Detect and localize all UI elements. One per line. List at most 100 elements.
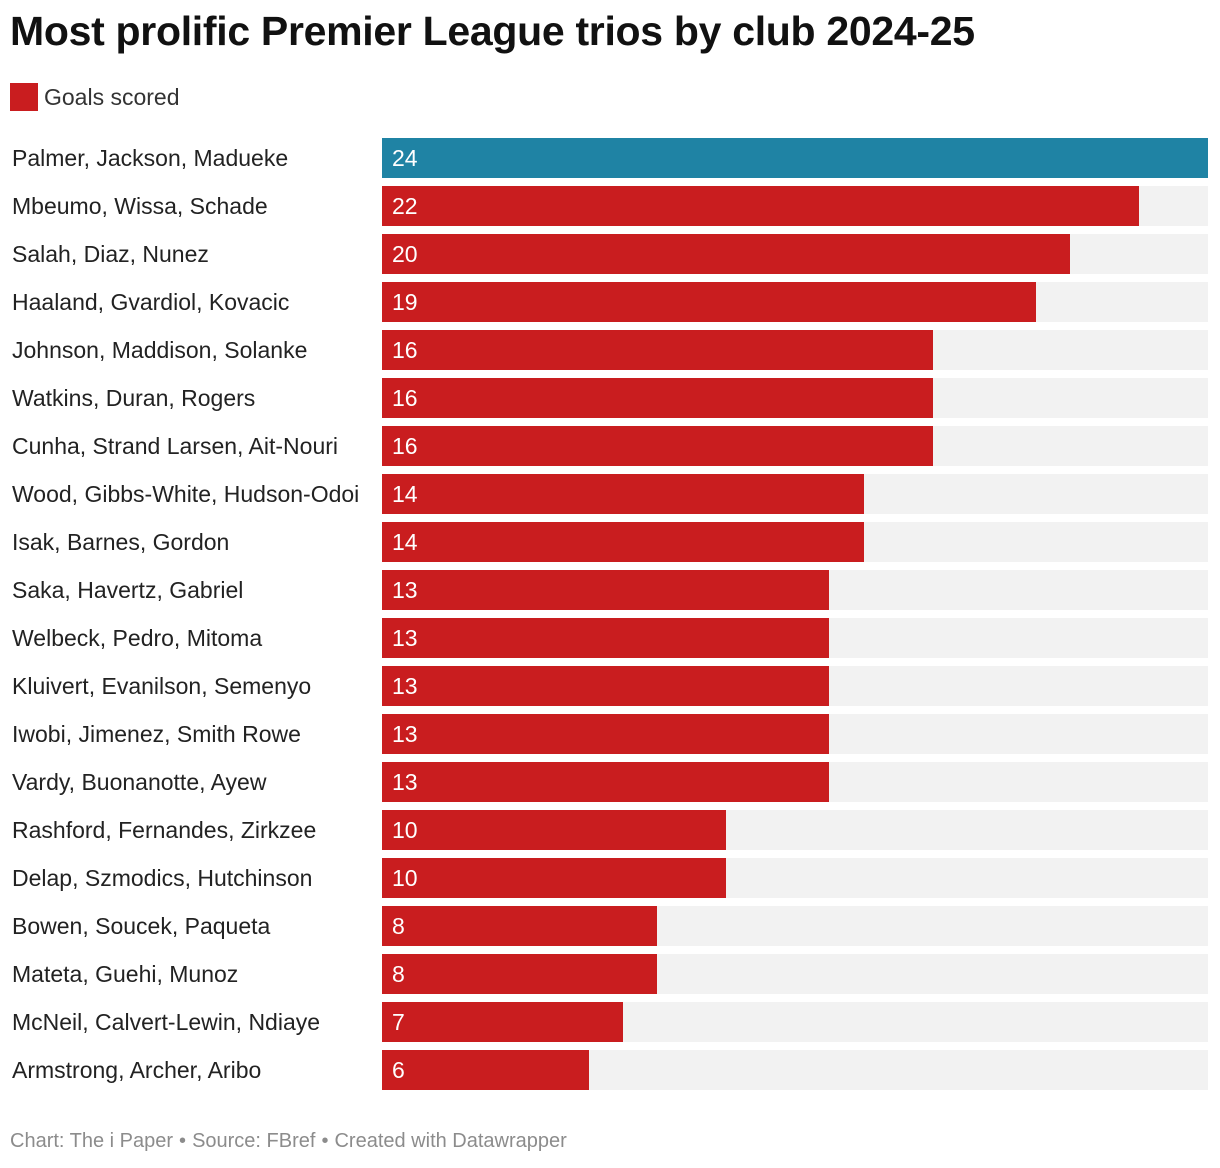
bar: 7 <box>382 1002 623 1042</box>
legend-swatch <box>10 83 38 111</box>
bar: 13 <box>382 714 830 754</box>
bar-value-label: 16 <box>392 433 418 459</box>
bar-track: 20 <box>382 234 1208 274</box>
bar-value-label: 10 <box>392 817 418 843</box>
category-label: Johnson, Maddison, Solanke <box>12 337 308 363</box>
category-label: Vardy, Buonanotte, Ayew <box>12 769 267 795</box>
bar: 8 <box>382 954 658 994</box>
bar-row: Wood, Gibbs-White, Hudson-Odoi 14 <box>0 474 1220 514</box>
bar: 6 <box>382 1050 589 1090</box>
bar-track: 13 <box>382 666 1208 706</box>
category-label: McNeil, Calvert-Lewin, Ndiaye <box>12 1009 321 1035</box>
footer-tool: Created with Datawrapper <box>334 1130 567 1152</box>
bar-track: 16 <box>382 426 1208 466</box>
bar-row: Armstrong, Archer, Aribo 6 <box>0 1050 1220 1090</box>
bar-track: 24 <box>382 138 1208 178</box>
bar-value-label: 7 <box>392 1009 405 1035</box>
bar-track: 16 <box>382 330 1208 370</box>
bar-track: 7 <box>382 1002 1208 1042</box>
bar-row: Vardy, Buonanotte, Ayew 13 <box>0 762 1220 802</box>
bar: 24 <box>382 138 1208 178</box>
bar-track: 8 <box>382 906 1208 946</box>
bar-value-label: 13 <box>392 673 418 699</box>
bar-row: Mbeumo, Wissa, Schade 22 <box>0 186 1220 226</box>
footer-separator: • <box>179 1130 187 1152</box>
legend: Goals scored <box>10 83 180 111</box>
bar: 22 <box>382 186 1140 226</box>
bar-track: 19 <box>382 282 1208 322</box>
category-label: Saka, Havertz, Gabriel <box>12 577 244 603</box>
bar-value-label: 8 <box>392 913 405 939</box>
category-label: Delap, Szmodics, Hutchinson <box>12 865 313 891</box>
bar-value-label: 6 <box>392 1057 405 1083</box>
bar-track: 13 <box>382 570 1208 610</box>
category-label: Wood, Gibbs-White, Hudson-Odoi <box>12 481 360 507</box>
bar-value-label: 13 <box>392 577 418 603</box>
bar-row: Saka, Havertz, Gabriel 13 <box>0 570 1220 610</box>
bar: 13 <box>382 666 830 706</box>
bar-row: Johnson, Maddison, Solanke 16 <box>0 330 1220 370</box>
bar-row: McNeil, Calvert-Lewin, Ndiaye 7 <box>0 1002 1220 1042</box>
bar-value-label: 8 <box>392 961 405 987</box>
category-label: Kluivert, Evanilson, Semenyo <box>12 673 312 699</box>
bar-value-label: 13 <box>392 625 418 651</box>
bar-track: 14 <box>382 474 1208 514</box>
category-label: Watkins, Duran, Rogers <box>12 385 256 411</box>
bar: 14 <box>382 474 864 514</box>
chart-footer: Chart: The i Paper • Source: FBref • Created… <box>10 1130 567 1153</box>
bar-track: 6 <box>382 1050 1208 1090</box>
bar-row: Welbeck, Pedro, Mitoma 13 <box>0 618 1220 658</box>
chart-title: Most prolific Premier League trios by cl… <box>10 8 975 54</box>
bar-row: Salah, Diaz, Nunez 20 <box>0 234 1220 274</box>
bar-track: 10 <box>382 858 1208 898</box>
bar-value-label: 20 <box>392 241 418 267</box>
category-label: Mateta, Guehi, Munoz <box>12 961 239 987</box>
bar: 13 <box>382 618 830 658</box>
bar-track: 22 <box>382 186 1208 226</box>
bar-value-label: 22 <box>392 193 418 219</box>
bar: 16 <box>382 426 933 466</box>
bar-row: Haaland, Gvardiol, Kovacic 19 <box>0 282 1220 322</box>
bar-track: 13 <box>382 762 1208 802</box>
bar: 13 <box>382 570 830 610</box>
bar-value-label: 19 <box>392 289 418 315</box>
category-label: Rashford, Fernandes, Zirkzee <box>12 817 317 843</box>
bar-value-label: 24 <box>392 145 418 171</box>
bar: 19 <box>382 282 1036 322</box>
category-label: Haaland, Gvardiol, Kovacic <box>12 289 290 315</box>
bar-value-label: 14 <box>392 529 418 555</box>
bar-value-label: 13 <box>392 721 418 747</box>
bar-row: Rashford, Fernandes, Zirkzee 10 <box>0 810 1220 850</box>
bar-row: Isak, Barnes, Gordon 14 <box>0 522 1220 562</box>
category-label: Isak, Barnes, Gordon <box>12 529 230 555</box>
bar-row: Cunha, Strand Larsen, Ait-Nouri 16 <box>0 426 1220 466</box>
bar: 16 <box>382 330 933 370</box>
category-label: Palmer, Jackson, Madueke <box>12 145 289 171</box>
bar-value-label: 16 <box>392 337 418 363</box>
category-label: Welbeck, Pedro, Mitoma <box>12 625 263 651</box>
bar-row: Kluivert, Evanilson, Semenyo 13 <box>0 666 1220 706</box>
bar: 13 <box>382 762 830 802</box>
bar: 16 <box>382 378 933 418</box>
bar-track: 13 <box>382 618 1208 658</box>
bar-track: 13 <box>382 714 1208 754</box>
category-label: Armstrong, Archer, Aribo <box>12 1057 262 1083</box>
bar: 10 <box>382 858 727 898</box>
bar-row: Mateta, Guehi, Munoz 8 <box>0 954 1220 994</box>
bar-row: Palmer, Jackson, Madueke 24 <box>0 138 1220 178</box>
bar-row: Iwobi, Jimenez, Smith Rowe 13 <box>0 714 1220 754</box>
bar-value-label: 14 <box>392 481 418 507</box>
bar-track: 10 <box>382 810 1208 850</box>
category-label: Mbeumo, Wissa, Schade <box>12 193 268 219</box>
bar-value-label: 10 <box>392 865 418 891</box>
bar-row: Watkins, Duran, Rogers 16 <box>0 378 1220 418</box>
bar-value-label: 16 <box>392 385 418 411</box>
bar: 20 <box>382 234 1071 274</box>
category-label: Bowen, Soucek, Paqueta <box>12 913 271 939</box>
footer-source: Source: FBref <box>192 1130 316 1152</box>
bar-value-label: 13 <box>392 769 418 795</box>
category-label: Iwobi, Jimenez, Smith Rowe <box>12 721 301 747</box>
bar: 8 <box>382 906 658 946</box>
footer-chart-credit: Chart: The i Paper <box>10 1130 174 1152</box>
